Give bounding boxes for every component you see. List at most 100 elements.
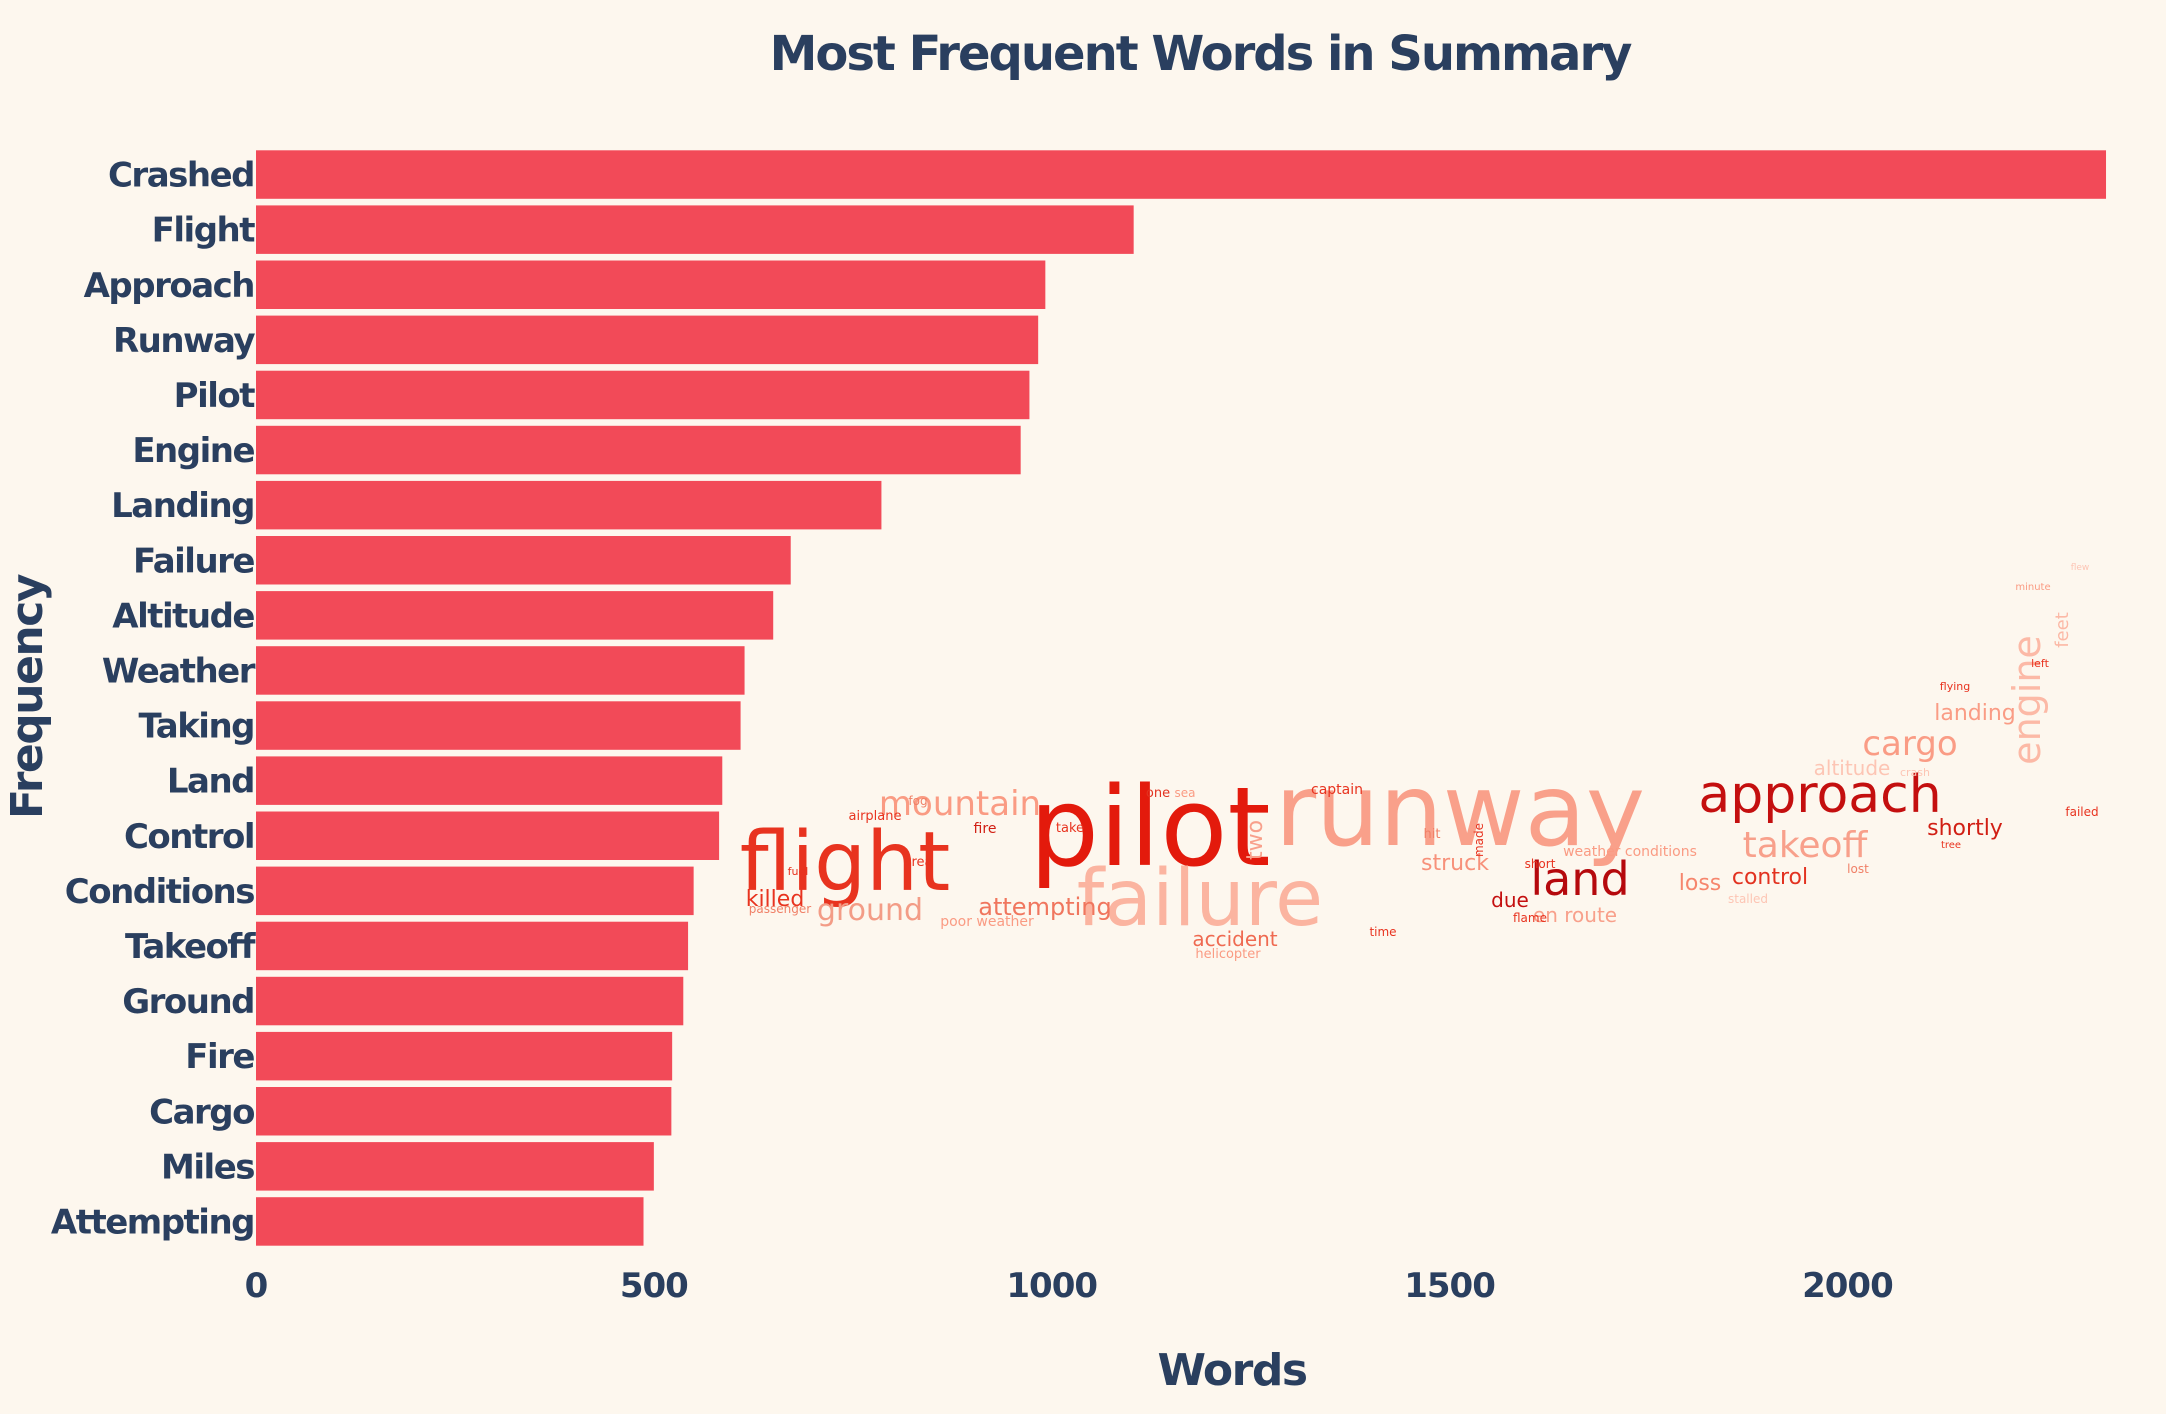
wordcloud-word-fuel: fuel: [788, 865, 809, 878]
y-tick-label-attempting: Attempting: [51, 1202, 254, 1242]
wordcloud-word-failed: failed: [2065, 805, 2098, 819]
y-tick-label-conditions: Conditions: [65, 872, 254, 912]
wordcloud-word-altitude: altitude: [1814, 756, 1891, 780]
bar-control: [256, 811, 720, 860]
wordcloud-word-passenger: passenger: [749, 902, 811, 916]
y-tick-label-pilot: Pilot: [174, 376, 256, 416]
y-tick-label-altitude: Altitude: [112, 596, 254, 636]
y-tick-label-approach: Approach: [84, 266, 254, 306]
wordcloud-word-hit: hit: [1424, 827, 1441, 842]
wordcloud-word-fog: fog: [908, 794, 927, 808]
x-tick-label-1000: 1000: [1006, 1266, 1097, 1306]
wordcloud-word-landing: landing: [1934, 701, 2016, 726]
wordcloud-word-pilot: pilot: [1029, 763, 1270, 891]
wordcloud-word-control: control: [1732, 865, 1808, 890]
wordcloud-word-ground: ground: [817, 893, 923, 928]
y-tick-label-weather: Weather: [102, 651, 256, 691]
y-tick-label-ground: Ground: [122, 982, 254, 1022]
bars-group: [256, 150, 2107, 1246]
wordcloud-word-en-route: en route: [1533, 903, 1617, 927]
bar-ground: [256, 976, 684, 1026]
wordcloud-word-left: left: [2031, 657, 2050, 670]
x-tick-labels: 0 500 1000 1500 2000: [245, 1266, 1894, 1306]
bar-pilot: [256, 370, 1030, 420]
bar-land: [256, 756, 723, 805]
wordcloud-word-runway: runway: [1275, 752, 1645, 869]
wordcloud-word-accident: accident: [1192, 927, 1277, 951]
bar-runway: [256, 315, 1039, 365]
bar-cargo: [256, 1087, 672, 1136]
y-tick-label-failure: Failure: [133, 541, 254, 581]
wordcloud-word-crash: crash: [1900, 766, 1930, 779]
wordcloud-word-failure: failure: [1077, 854, 1323, 944]
y-axis-title: Frequency: [2, 574, 53, 819]
bar-takeoff: [256, 921, 689, 971]
wordcloud-word-flight: flight: [740, 815, 951, 910]
wordcloud-word-sea: sea: [1175, 786, 1196, 800]
y-tick-label-miles: Miles: [161, 1147, 254, 1187]
wordcloud-word-stalled: stalled: [1728, 892, 1768, 906]
bar-attempting: [256, 1197, 644, 1246]
y-tick-label-control: Control: [124, 817, 254, 857]
x-axis-title: Words: [1157, 1345, 1306, 1396]
wordcloud-word-struck: struck: [1421, 851, 1489, 876]
y-tick-label-runway: Runway: [113, 321, 255, 361]
wordcloud-word-flying: flying: [1940, 680, 1970, 693]
bar-failure: [256, 536, 791, 585]
wordcloud-word-minute: minute: [2015, 582, 2050, 593]
bar-engine: [256, 425, 1021, 475]
bar-approach: [256, 260, 1046, 309]
wordcloud-word-airplane: airplane: [849, 809, 902, 824]
y-tick-label-land: Land: [167, 762, 254, 802]
wordcloud-word-short: short: [1525, 857, 1556, 871]
y-tick-label-crashed: Crashed: [108, 156, 254, 196]
bar-flight: [256, 205, 1134, 254]
wordcloud-word-approach: approach: [1698, 765, 1941, 825]
x-tick-label-2000: 2000: [1802, 1266, 1893, 1306]
wordcloud-word-mountain: mountain: [879, 784, 1041, 824]
bar-taking: [256, 701, 741, 750]
bar-conditions: [256, 866, 694, 916]
wordcloud-word-one: one: [1146, 786, 1170, 801]
bar-fire: [256, 1031, 673, 1081]
wordcloud-word-flame: flame: [1513, 911, 1547, 925]
wordcloud-word-cargo: cargo: [1862, 724, 1957, 764]
bar-altitude: [256, 591, 774, 640]
chart-title: Most Frequent Words in Summary: [770, 26, 1633, 82]
y-tick-label-takeoff: Takeoff: [125, 927, 257, 967]
wordcloud-word-take: take: [1056, 821, 1084, 836]
wordcloud-word-made: made: [1472, 823, 1486, 857]
bar-landing: [256, 480, 882, 530]
y-tick-label-engine: Engine: [132, 431, 254, 471]
wordcloud-word-lost: lost: [1847, 862, 1869, 876]
y-tick-label-taking: Taking: [138, 707, 254, 747]
wordcloud-word-tree: tree: [1941, 840, 1961, 851]
wordcloud-word-poor-weather: poor weather: [940, 914, 1034, 930]
y-tick-label-landing: Landing: [111, 486, 254, 526]
wordcloud-word-takeoff: takeoff: [1743, 825, 1869, 866]
wordcloud-word-time: time: [1369, 925, 1396, 939]
wordcloud-word-captain: captain: [1311, 782, 1363, 798]
wordcloud-word-engine: engine: [2005, 635, 2049, 765]
wordcloud-word-loss: loss: [1679, 871, 1722, 896]
wordcloud-word-due: due: [1491, 888, 1529, 912]
wordcloud-word-two: two: [1243, 820, 1268, 860]
wordcloud-word-killed: killed: [746, 887, 805, 912]
bar-crashed: [256, 150, 2107, 199]
wordcloud-word-attempting: attempting: [978, 893, 1111, 921]
wordcloud-word-area: area: [904, 855, 933, 870]
bar-miles: [256, 1142, 654, 1191]
x-tick-label-0: 0: [245, 1266, 268, 1306]
wordcloud-word-weather-conditions: weather conditions: [1563, 844, 1697, 860]
wordcloud-word-land: land: [1530, 852, 1629, 906]
word-cloud: pilot runway flight failure approach land moun…: [740, 563, 2099, 962]
x-tick-label-500: 500: [620, 1266, 688, 1306]
wordcloud-word-helicopter: helicopter: [1195, 947, 1261, 962]
wordcloud-word-flew: flew: [2071, 563, 2090, 573]
y-tick-label-cargo: Cargo: [149, 1092, 254, 1132]
x-tick-label-1500: 1500: [1404, 1266, 1495, 1306]
wordcloud-word-fire: fire: [974, 821, 997, 837]
bar-weather: [256, 646, 745, 695]
